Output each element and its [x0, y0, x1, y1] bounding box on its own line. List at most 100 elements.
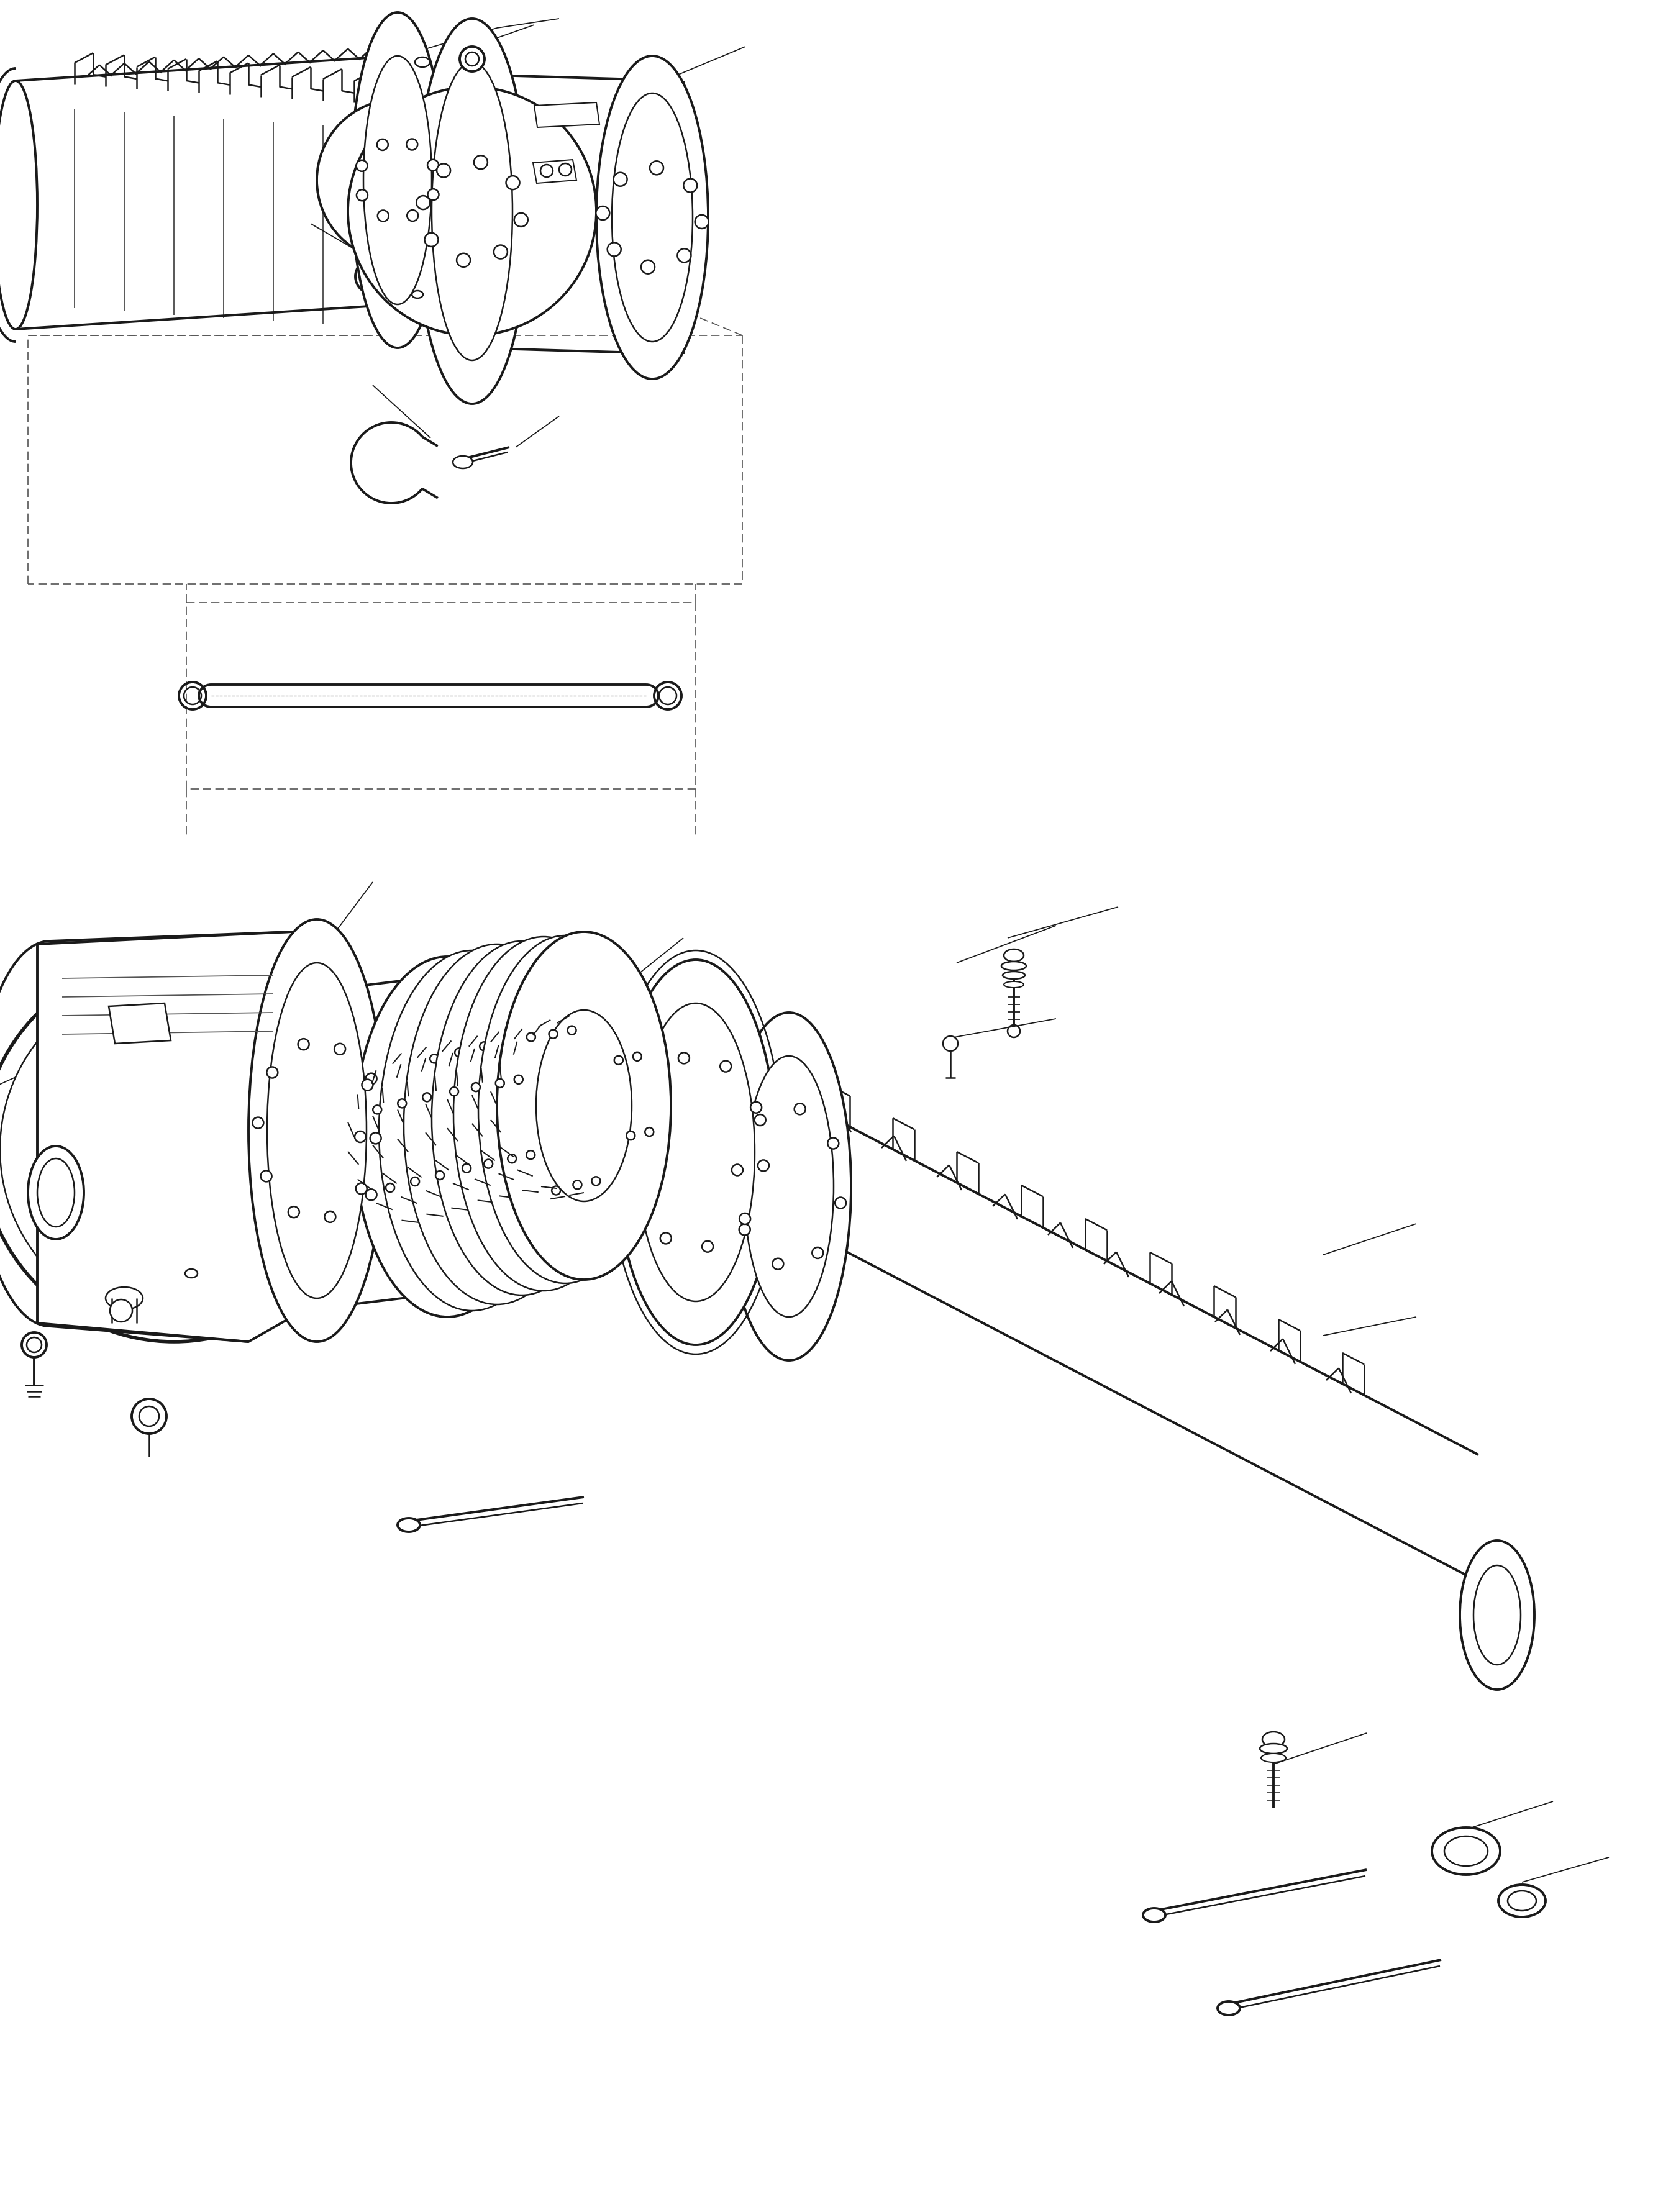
Ellipse shape: [1460, 1540, 1534, 1690]
Ellipse shape: [184, 1270, 198, 1279]
Ellipse shape: [739, 1223, 751, 1234]
Ellipse shape: [266, 1066, 278, 1077]
Ellipse shape: [630, 1192, 640, 1203]
Ellipse shape: [471, 1084, 481, 1091]
Ellipse shape: [702, 1241, 714, 1252]
Ellipse shape: [288, 1206, 300, 1217]
Ellipse shape: [429, 1130, 441, 1141]
Ellipse shape: [456, 254, 471, 268]
Ellipse shape: [754, 1115, 766, 1126]
Polygon shape: [535, 102, 600, 128]
Ellipse shape: [592, 1177, 600, 1186]
Ellipse shape: [454, 936, 634, 1292]
Ellipse shape: [506, 177, 520, 190]
Ellipse shape: [139, 1407, 159, 1427]
Ellipse shape: [357, 159, 367, 170]
Ellipse shape: [456, 1210, 464, 1219]
Ellipse shape: [349, 86, 597, 336]
Ellipse shape: [560, 164, 572, 175]
Ellipse shape: [453, 456, 473, 469]
Ellipse shape: [1445, 1836, 1488, 1867]
Ellipse shape: [416, 195, 431, 210]
Ellipse shape: [1004, 949, 1024, 962]
Ellipse shape: [607, 243, 622, 257]
Ellipse shape: [404, 945, 590, 1305]
Ellipse shape: [132, 1398, 166, 1433]
Ellipse shape: [407, 210, 419, 221]
Ellipse shape: [642, 261, 655, 274]
Ellipse shape: [499, 1082, 510, 1091]
Ellipse shape: [595, 1060, 603, 1068]
Ellipse shape: [1508, 1891, 1537, 1911]
Ellipse shape: [364, 55, 432, 305]
Ellipse shape: [432, 62, 513, 361]
Ellipse shape: [427, 159, 439, 170]
Ellipse shape: [37, 1159, 74, 1228]
Ellipse shape: [515, 212, 528, 226]
Ellipse shape: [355, 1130, 365, 1141]
Ellipse shape: [466, 53, 479, 66]
Ellipse shape: [427, 188, 439, 199]
Ellipse shape: [1143, 1909, 1165, 1922]
Ellipse shape: [622, 1133, 634, 1144]
Ellipse shape: [634, 1053, 642, 1062]
Ellipse shape: [684, 179, 697, 192]
Ellipse shape: [627, 1130, 635, 1139]
Ellipse shape: [739, 1212, 751, 1223]
Ellipse shape: [727, 1013, 851, 1360]
Ellipse shape: [794, 1104, 806, 1115]
Ellipse shape: [1001, 962, 1026, 971]
Ellipse shape: [474, 155, 488, 168]
Ellipse shape: [22, 1332, 47, 1358]
Ellipse shape: [419, 1190, 429, 1201]
Ellipse shape: [518, 1013, 613, 1206]
Ellipse shape: [504, 1037, 513, 1046]
Ellipse shape: [494, 1015, 593, 1212]
Ellipse shape: [354, 956, 540, 1316]
Ellipse shape: [613, 1055, 623, 1064]
Ellipse shape: [298, 1040, 308, 1051]
Ellipse shape: [357, 190, 367, 201]
Ellipse shape: [696, 215, 709, 228]
Ellipse shape: [454, 1048, 464, 1057]
Ellipse shape: [1260, 1743, 1287, 1754]
Ellipse shape: [773, 1259, 784, 1270]
Ellipse shape: [637, 1004, 754, 1301]
Ellipse shape: [1262, 1732, 1284, 1747]
Ellipse shape: [473, 1020, 572, 1214]
Ellipse shape: [1217, 2002, 1240, 2015]
Ellipse shape: [513, 1159, 521, 1168]
Ellipse shape: [406, 139, 417, 150]
Ellipse shape: [526, 1033, 535, 1042]
Ellipse shape: [432, 940, 612, 1296]
Ellipse shape: [411, 1177, 419, 1186]
Ellipse shape: [27, 1338, 42, 1352]
Ellipse shape: [721, 1062, 731, 1073]
Polygon shape: [528, 153, 583, 190]
Polygon shape: [345, 975, 454, 1305]
Ellipse shape: [506, 1199, 515, 1208]
Ellipse shape: [650, 161, 664, 175]
Ellipse shape: [0, 956, 367, 1343]
Ellipse shape: [379, 951, 565, 1312]
Ellipse shape: [498, 931, 670, 1279]
Ellipse shape: [261, 1170, 272, 1181]
Ellipse shape: [508, 1155, 516, 1164]
Ellipse shape: [607, 1137, 615, 1146]
Ellipse shape: [377, 139, 389, 150]
Ellipse shape: [645, 1128, 654, 1137]
Ellipse shape: [1004, 982, 1024, 989]
Ellipse shape: [679, 1053, 689, 1064]
Ellipse shape: [1473, 1566, 1520, 1666]
Ellipse shape: [385, 1183, 394, 1192]
Ellipse shape: [479, 1042, 488, 1051]
Ellipse shape: [568, 1026, 577, 1035]
Ellipse shape: [612, 93, 692, 341]
Ellipse shape: [526, 1150, 535, 1159]
Ellipse shape: [370, 1133, 380, 1144]
Ellipse shape: [392, 1212, 404, 1223]
Ellipse shape: [677, 248, 691, 263]
Ellipse shape: [1260, 1754, 1285, 1763]
Ellipse shape: [525, 1075, 533, 1084]
Ellipse shape: [421, 1031, 523, 1230]
